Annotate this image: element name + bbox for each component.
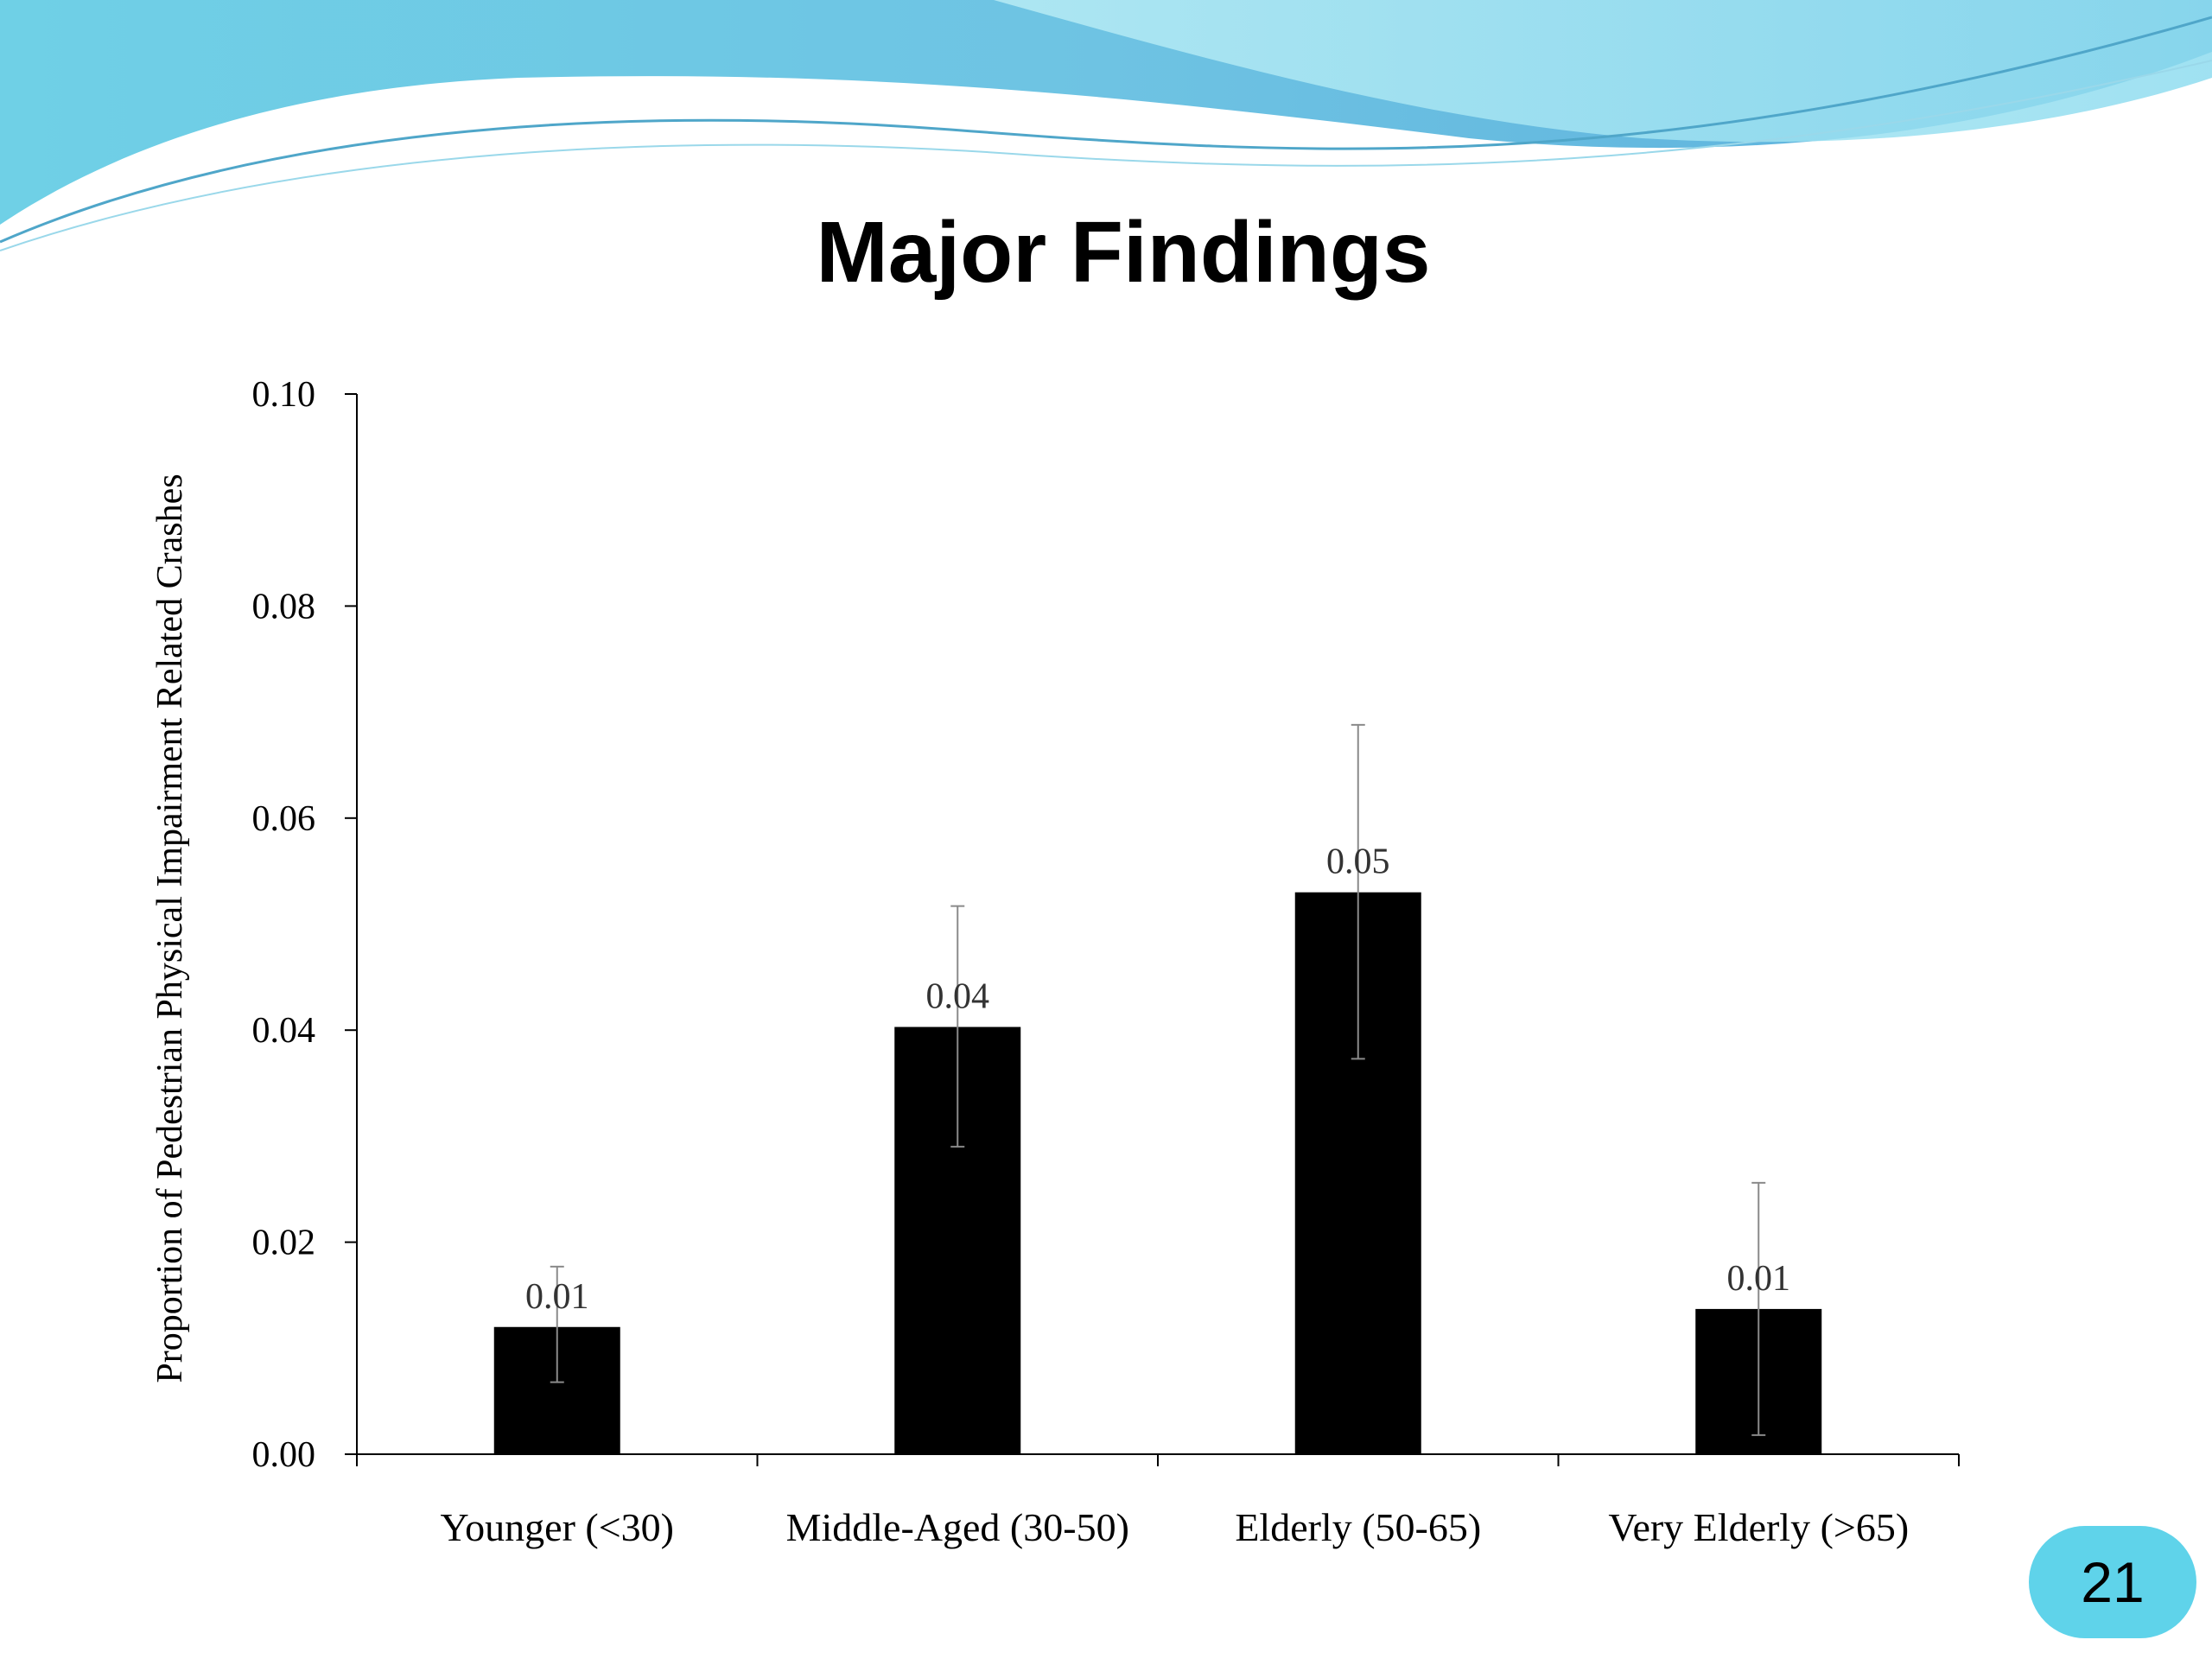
data-label: 0.01 [1727, 1259, 1791, 1299]
x-tick-label: Very Elderly (>65) [1608, 1505, 1909, 1549]
y-tick-label: 0.10 [252, 375, 316, 415]
slide-title: Major Findings [816, 204, 1431, 301]
data-label: 0.05 [1326, 842, 1390, 882]
header-wave-decoration [0, 0, 2212, 251]
y-tick-label: 0.02 [252, 1224, 316, 1263]
y-axis-label: Proportion of Pedestrian Physical Impair… [150, 474, 190, 1382]
page-number-badge: 21 [2029, 1526, 2196, 1638]
data-label: 0.04 [926, 977, 990, 1017]
bar-chart: 0.00 0.02 0.04 0.06 0.08 0.10 Proportion of Pe… [150, 375, 1960, 1549]
data-label: 0.01 [525, 1277, 589, 1317]
x-tick-label: Elderly (50-65) [1235, 1505, 1481, 1549]
x-tick-label: Younger (<30) [441, 1505, 674, 1549]
y-tick-label: 0.08 [252, 587, 316, 626]
y-tick-label: 0.04 [252, 1011, 316, 1051]
x-tick-label: Middle-Aged (30-50) [786, 1505, 1129, 1549]
y-tick-label: 0.00 [252, 1435, 316, 1475]
y-tick-label: 0.06 [252, 799, 316, 839]
chart-panel: 0.00 0.02 0.04 0.06 0.08 0.10 Proportion of Pe… [121, 354, 2013, 1590]
